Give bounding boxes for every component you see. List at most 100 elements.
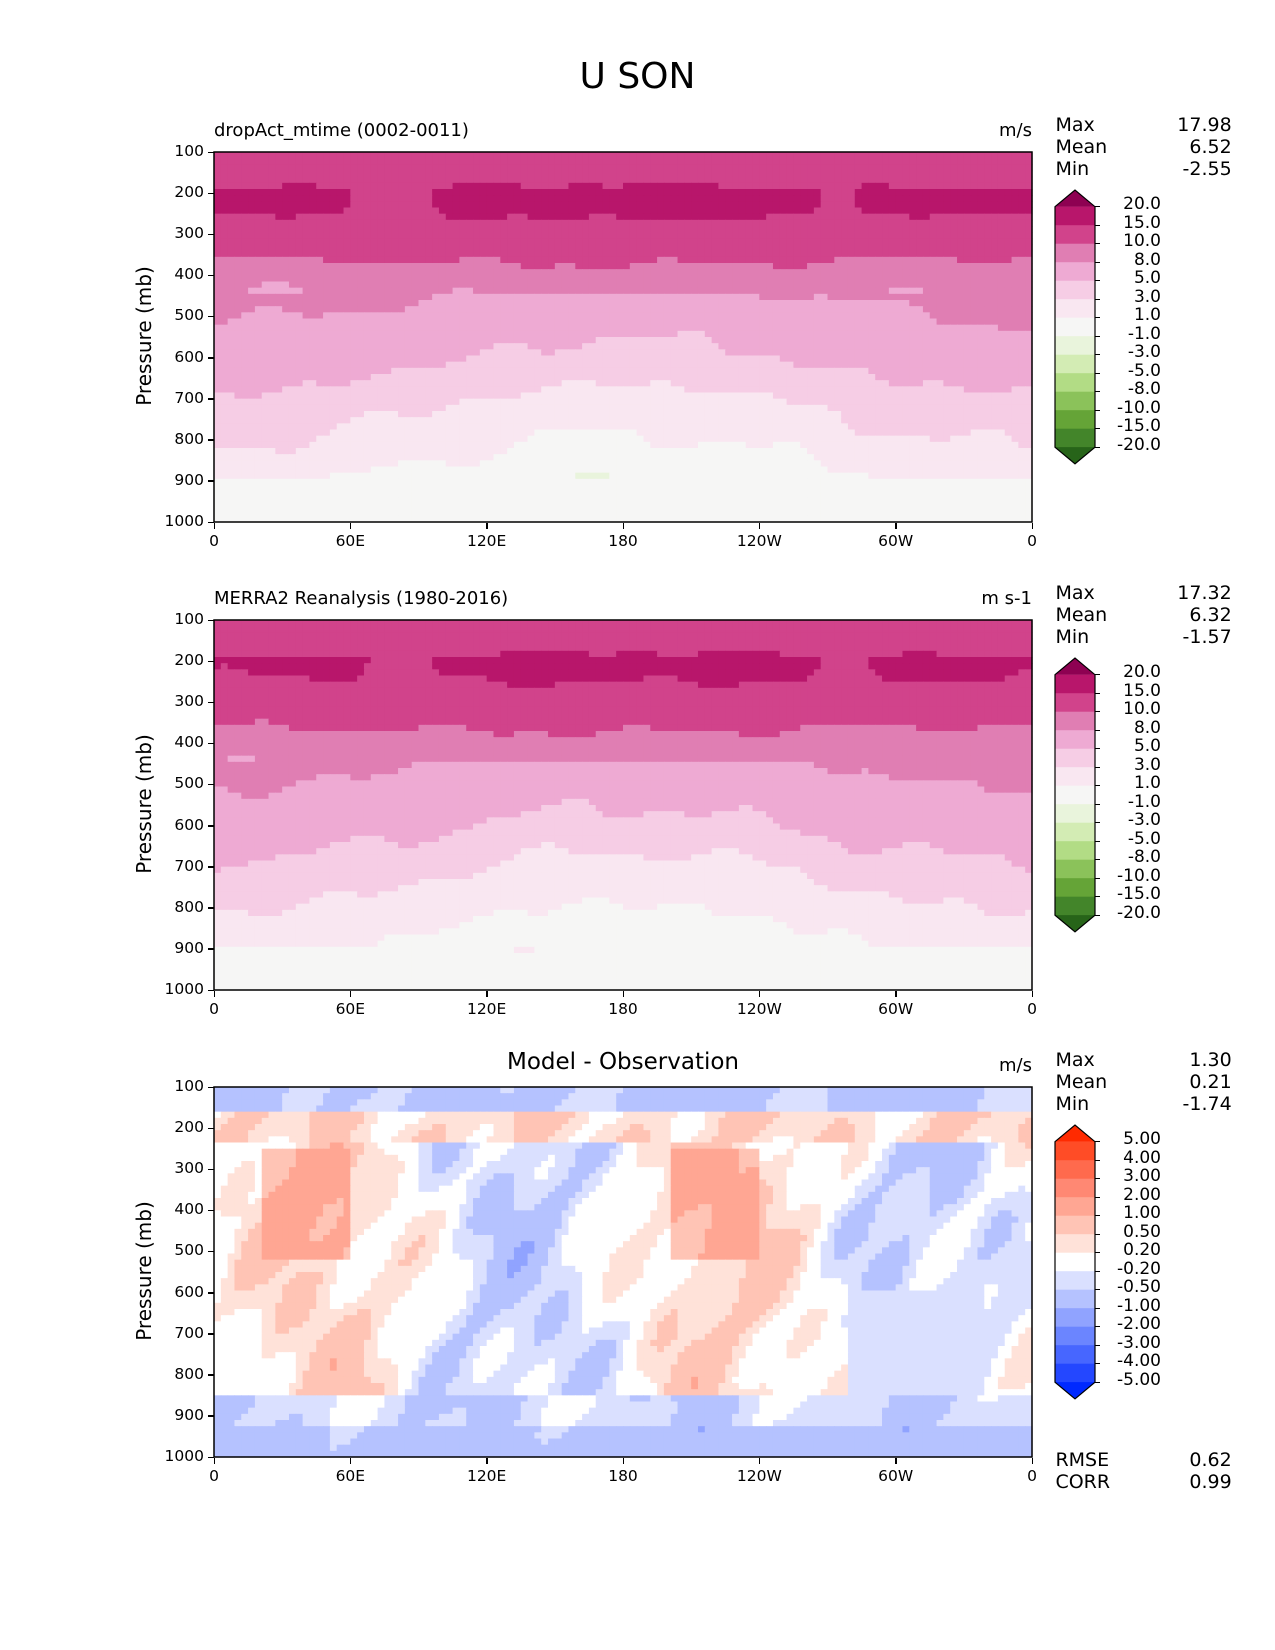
colorbar-segment	[1055, 1233, 1095, 1253]
colorbar-label: -1.0	[1097, 792, 1161, 812]
y-tick-mark	[208, 521, 214, 523]
x-tick-label: 0	[174, 1000, 254, 1018]
colorbar-tick	[1095, 335, 1100, 337]
colorbar-segment	[1055, 859, 1095, 879]
colorbar-tick	[1095, 785, 1100, 787]
stat-label-mean: Mean	[1055, 604, 1107, 626]
colorbar-tick	[1095, 692, 1100, 694]
y-tick-label: 500	[144, 774, 204, 792]
stat-label-max: Max	[1055, 114, 1094, 136]
metric-value-rmse: 0.62	[1108, 1449, 1231, 1471]
colorbar-segment	[1055, 317, 1095, 337]
y-tick-label: 1000	[144, 512, 204, 530]
colorbar-segment	[1055, 877, 1095, 897]
x-tick-mark	[213, 523, 215, 529]
colorbar-tick	[1095, 409, 1100, 411]
colorbar-label: 1.00	[1097, 1203, 1161, 1223]
y-tick-label: 200	[144, 1118, 204, 1136]
x-tick-mark	[349, 523, 352, 529]
colorbar-label: -15.0	[1097, 416, 1161, 436]
y-tick-mark	[208, 1209, 214, 1212]
colorbar-label: -1.0	[1097, 324, 1161, 344]
x-tick-label: 60E	[310, 532, 390, 550]
x-tick-label: 60E	[310, 1000, 390, 1018]
colorbar-segment	[1055, 729, 1095, 749]
colorbar-segment	[1055, 766, 1095, 786]
colorbar-tick	[1095, 428, 1100, 430]
colorbar-tick	[1095, 243, 1100, 245]
stat-value-mean: 0.21	[1108, 1071, 1231, 1093]
y-tick-label: 800	[144, 1365, 204, 1383]
colorbar-segment	[1055, 335, 1095, 355]
colorbar-segment	[1055, 1159, 1095, 1179]
y-tick-mark	[208, 1374, 214, 1376]
colorbar-tick	[1095, 914, 1100, 916]
x-tick-label: 60W	[856, 1000, 936, 1018]
colorbar-label: -8.0	[1097, 847, 1161, 867]
colorbar-label: -5.0	[1097, 829, 1161, 849]
colorbar-tick	[1095, 1159, 1100, 1161]
colorbar-segment	[1055, 1178, 1095, 1198]
x-tick-mark	[1031, 1458, 1033, 1464]
colorbar-label: -3.0	[1097, 810, 1161, 830]
colorbar-segment	[1055, 896, 1095, 916]
y-tick-label: 200	[144, 651, 204, 669]
stat-value-min: -1.74	[1108, 1093, 1232, 1115]
x-tick-label: 120W	[719, 532, 799, 550]
y-tick-mark	[208, 398, 214, 400]
x-tick-mark	[895, 991, 897, 997]
colorbar-label: -10.0	[1097, 398, 1161, 418]
y-tick-mark	[208, 1456, 214, 1458]
colorbar-tick	[1095, 674, 1100, 676]
colorbar-segment	[1055, 1141, 1095, 1161]
x-tick-label: 180	[583, 532, 663, 550]
colorbar-extend-min	[1055, 1381, 1095, 1399]
colorbar-segment	[1055, 785, 1095, 805]
colorbar-segment	[1055, 354, 1095, 374]
colorbar-segment	[1055, 692, 1095, 712]
metric-label-corr: CORR	[1055, 1471, 1110, 1493]
x-tick-mark	[349, 991, 352, 997]
units-label: m/s	[882, 120, 1032, 141]
stat-label-mean: Mean	[1055, 1071, 1107, 1093]
colorbar-label: 2.00	[1097, 1185, 1161, 1205]
colorbar-tick	[1095, 840, 1100, 842]
colorbar-label: 0.50	[1097, 1222, 1161, 1242]
y-tick-mark	[208, 274, 214, 277]
panel-title: dropAct_mtime (0002-0011)	[214, 120, 469, 141]
y-tick-mark	[208, 907, 214, 909]
metric-value-corr: 0.99	[1108, 1471, 1231, 1493]
colorbar-tick	[1095, 224, 1100, 226]
y-tick-mark	[208, 1086, 214, 1088]
contour-plot	[213, 1086, 1033, 1458]
y-tick-mark	[208, 866, 214, 868]
colorbar-segment	[1055, 224, 1095, 244]
y-tick-mark	[208, 192, 214, 195]
colorbar-label: -0.20	[1097, 1259, 1161, 1279]
plot-frame	[213, 151, 1033, 523]
y-tick-label: 300	[144, 1159, 204, 1177]
y-tick-mark	[208, 825, 214, 827]
stat-label-min: Min	[1055, 626, 1089, 648]
colorbar-label: 10.0	[1097, 231, 1161, 251]
plot-frame	[213, 619, 1033, 991]
y-tick-label: 500	[144, 1241, 204, 1259]
colorbar-segment	[1055, 391, 1095, 411]
colorbar-label: -20.0	[1097, 903, 1161, 923]
y-tick-mark	[208, 1415, 214, 1417]
y-tick-mark	[208, 619, 214, 621]
x-tick-mark	[895, 523, 897, 529]
plot-frame	[213, 1086, 1033, 1458]
colorbar-segment	[1055, 243, 1095, 263]
contour-field	[214, 152, 1033, 523]
stat-label-min: Min	[1055, 1093, 1089, 1115]
y-tick-mark	[208, 315, 214, 318]
colorbar-tick	[1095, 803, 1100, 805]
x-tick-mark	[895, 1458, 897, 1464]
colorbar-segment	[1055, 206, 1095, 226]
y-tick-mark	[208, 1292, 214, 1294]
x-tick-label: 0	[992, 532, 1072, 550]
x-tick-label: 60E	[310, 1467, 390, 1485]
colorbar-label: 1.0	[1097, 305, 1161, 325]
x-tick-mark	[758, 1458, 761, 1464]
